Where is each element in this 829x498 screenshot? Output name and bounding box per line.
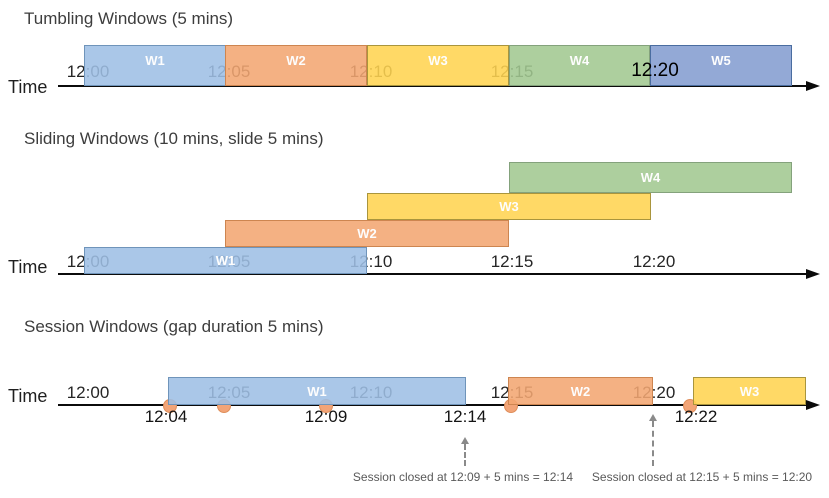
window-bar-w1: W1 [84, 247, 367, 274]
window-bar-w4: W4 [509, 45, 650, 86]
session-close-annotation: Session closed at 12:15 + 5 mins = 12:20 [591, 470, 813, 484]
time-axis-label: Time [8, 77, 48, 97]
timeline [58, 85, 806, 87]
window-bar-w3: W3 [367, 45, 509, 86]
session-close-annotation: Session closed at 12:09 + 5 mins = 12:14 [352, 470, 574, 484]
window-bar-w2: W2 [508, 377, 653, 405]
timeline-arrow-icon [806, 269, 820, 279]
window-bar-w3: W3 [693, 377, 806, 405]
tick-label: 12:00 [66, 383, 110, 402]
window-bar-w4: W4 [509, 162, 792, 193]
timeline-arrow-icon [806, 81, 820, 91]
time-axis-label: Time [8, 386, 48, 406]
event-time-label: 12:22 [674, 407, 718, 426]
window-bar-w1: W1 [168, 377, 466, 405]
dashed-up-arrow-icon [649, 414, 657, 466]
time-axis-label: Time [8, 257, 48, 277]
dashed-up-arrow-icon [461, 437, 469, 466]
timeline-arrow-icon [806, 400, 820, 410]
window-bar-w2: W2 [225, 45, 367, 86]
timeline [58, 404, 806, 406]
tick-label: 12:15 [490, 252, 534, 271]
event-time-label: 12:14 [443, 407, 487, 426]
section-title: Tumbling Windows (5 mins) [24, 9, 234, 28]
tick-label: 12:20 [631, 60, 679, 81]
tick-label: 12:20 [632, 252, 676, 271]
timeline [58, 273, 806, 275]
window-bar-w1: W1 [84, 45, 226, 86]
window-bar-w2: W2 [225, 220, 509, 247]
event-time-label: 12:09 [304, 407, 348, 426]
section-title: Sliding Windows (10 mins, slide 5 mins) [24, 129, 324, 148]
section-title: Session Windows (gap duration 5 mins) [24, 317, 324, 336]
window-bar-w3: W3 [367, 193, 651, 220]
event-time-label: 12:04 [144, 407, 188, 426]
window-bar-w5: W5 [650, 45, 792, 86]
